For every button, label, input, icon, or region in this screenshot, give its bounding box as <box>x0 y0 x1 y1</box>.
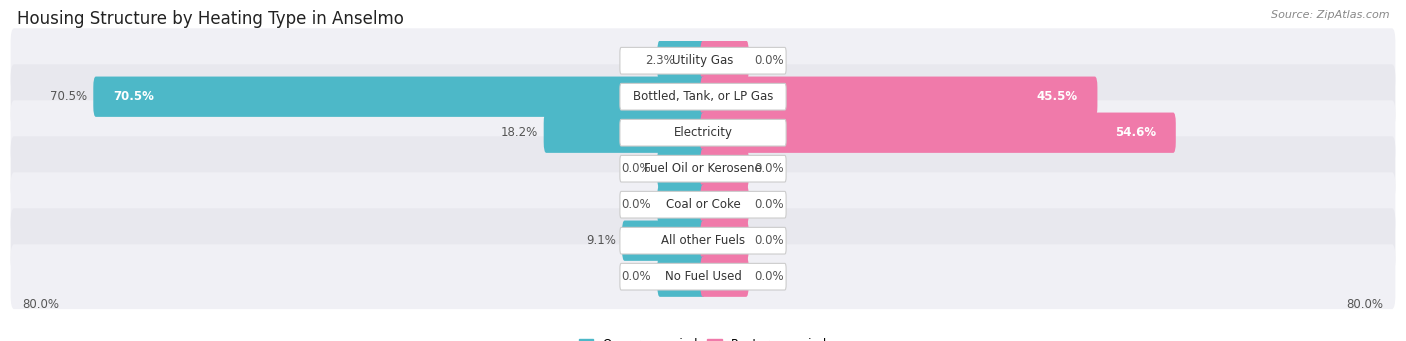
Text: 70.5%: 70.5% <box>112 90 155 103</box>
FancyBboxPatch shape <box>11 172 1395 237</box>
Text: Utility Gas: Utility Gas <box>672 54 734 67</box>
Text: 0.0%: 0.0% <box>755 162 785 175</box>
FancyBboxPatch shape <box>11 100 1395 165</box>
FancyBboxPatch shape <box>700 184 748 225</box>
FancyBboxPatch shape <box>620 191 786 218</box>
Text: 70.5%: 70.5% <box>51 90 87 103</box>
FancyBboxPatch shape <box>700 149 748 189</box>
FancyBboxPatch shape <box>700 113 1175 153</box>
Text: 45.5%: 45.5% <box>1036 90 1077 103</box>
Text: 0.0%: 0.0% <box>755 270 785 283</box>
Text: Fuel Oil or Kerosene: Fuel Oil or Kerosene <box>644 162 762 175</box>
Text: Housing Structure by Heating Type in Anselmo: Housing Structure by Heating Type in Ans… <box>17 10 404 28</box>
FancyBboxPatch shape <box>11 28 1395 93</box>
Text: 0.0%: 0.0% <box>621 162 651 175</box>
FancyBboxPatch shape <box>620 155 786 182</box>
Text: 9.1%: 9.1% <box>586 234 616 247</box>
FancyBboxPatch shape <box>700 221 748 261</box>
FancyBboxPatch shape <box>620 227 786 254</box>
Text: 0.0%: 0.0% <box>621 198 651 211</box>
FancyBboxPatch shape <box>621 221 706 261</box>
Text: 54.6%: 54.6% <box>1115 126 1156 139</box>
Text: Source: ZipAtlas.com: Source: ZipAtlas.com <box>1271 10 1389 20</box>
FancyBboxPatch shape <box>620 84 786 110</box>
FancyBboxPatch shape <box>700 256 748 297</box>
Text: 0.0%: 0.0% <box>755 198 785 211</box>
FancyBboxPatch shape <box>620 263 786 290</box>
Text: Bottled, Tank, or LP Gas: Bottled, Tank, or LP Gas <box>633 90 773 103</box>
FancyBboxPatch shape <box>544 113 706 153</box>
FancyBboxPatch shape <box>658 41 706 81</box>
Text: 80.0%: 80.0% <box>22 298 59 311</box>
Text: Coal or Coke: Coal or Coke <box>665 198 741 211</box>
Legend: Owner-occupied, Renter-occupied: Owner-occupied, Renter-occupied <box>579 338 827 341</box>
FancyBboxPatch shape <box>11 208 1395 273</box>
FancyBboxPatch shape <box>11 64 1395 129</box>
FancyBboxPatch shape <box>658 149 706 189</box>
FancyBboxPatch shape <box>620 119 786 146</box>
FancyBboxPatch shape <box>93 76 706 117</box>
Text: All other Fuels: All other Fuels <box>661 234 745 247</box>
Text: 80.0%: 80.0% <box>1347 298 1384 311</box>
FancyBboxPatch shape <box>700 76 1098 117</box>
Text: 18.2%: 18.2% <box>501 126 537 139</box>
Text: Electricity: Electricity <box>673 126 733 139</box>
Text: No Fuel Used: No Fuel Used <box>665 270 741 283</box>
FancyBboxPatch shape <box>658 184 706 225</box>
FancyBboxPatch shape <box>11 136 1395 201</box>
Text: 2.3%: 2.3% <box>645 54 675 67</box>
FancyBboxPatch shape <box>11 244 1395 309</box>
Text: 0.0%: 0.0% <box>755 234 785 247</box>
Text: 0.0%: 0.0% <box>621 270 651 283</box>
FancyBboxPatch shape <box>658 256 706 297</box>
FancyBboxPatch shape <box>700 41 748 81</box>
Text: 0.0%: 0.0% <box>755 54 785 67</box>
FancyBboxPatch shape <box>620 47 786 74</box>
